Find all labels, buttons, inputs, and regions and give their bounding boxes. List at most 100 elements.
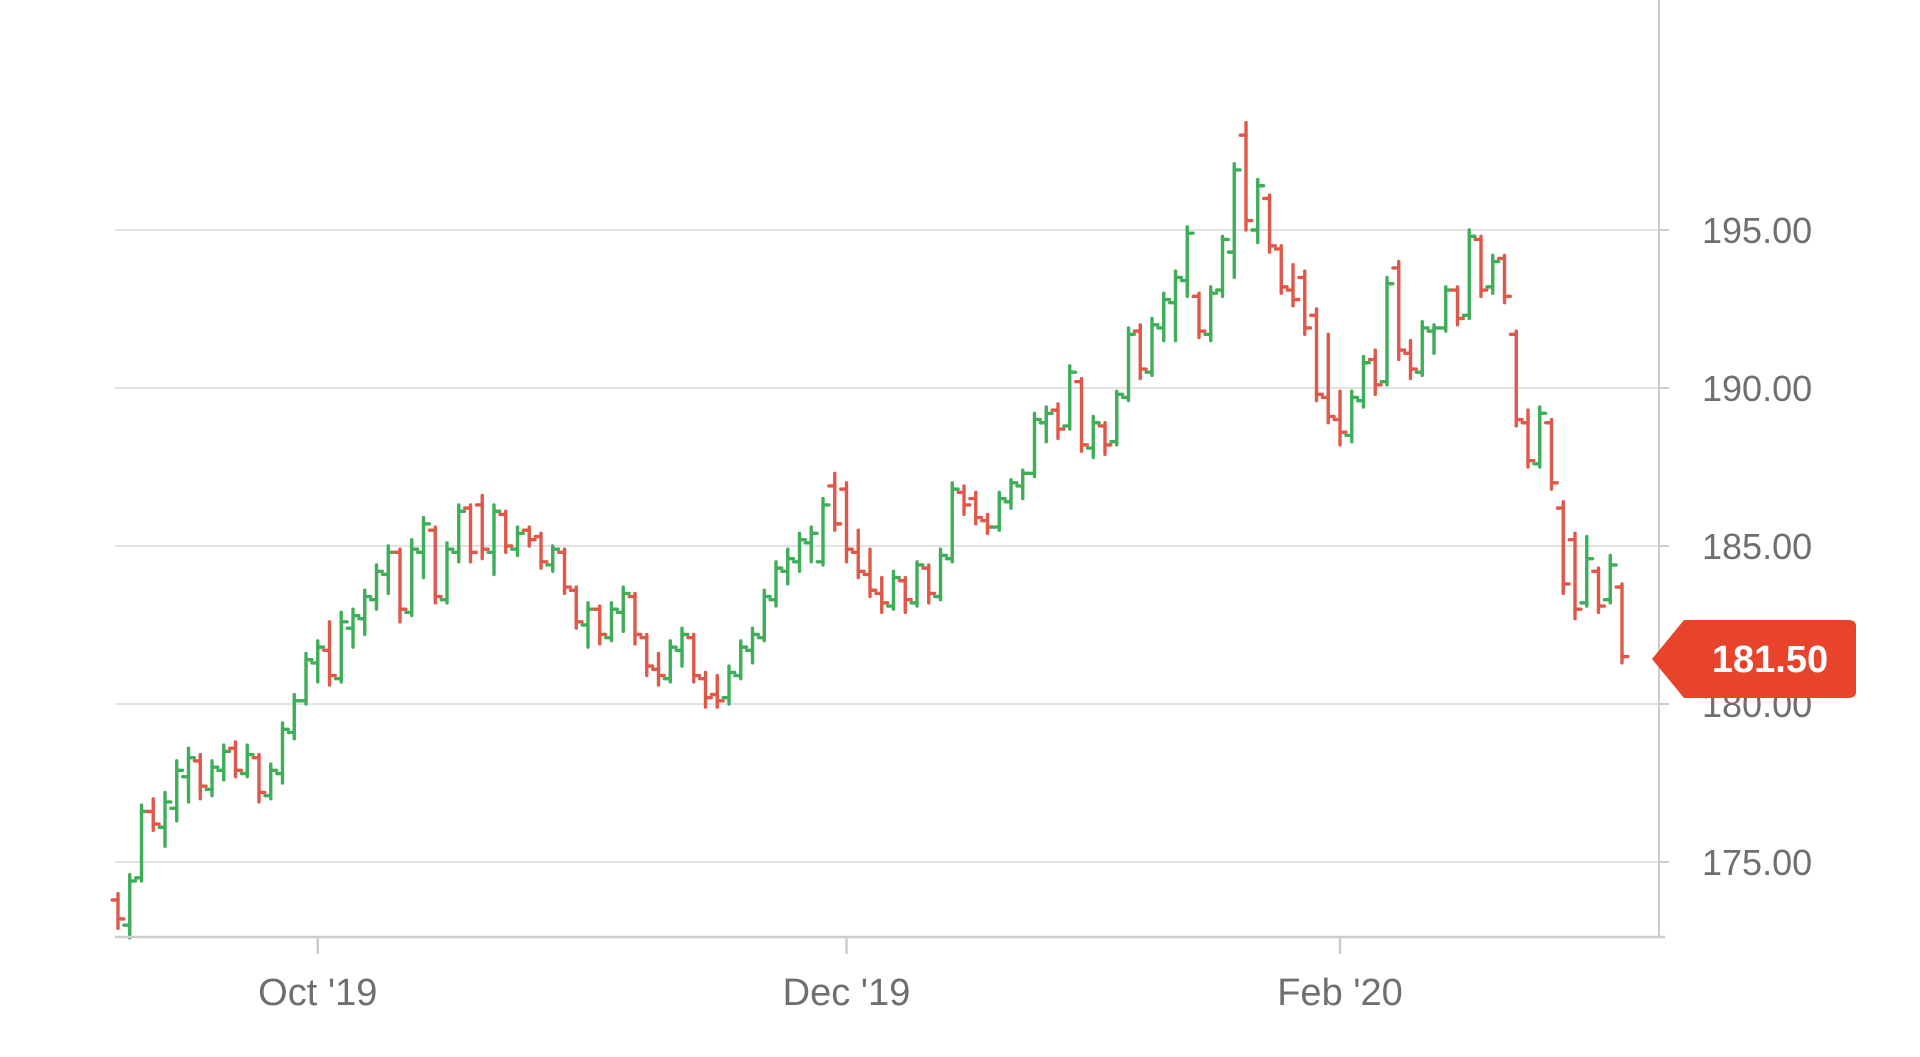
- ohlc-bar: [204, 759, 220, 798]
- ohlc-bar: [192, 752, 208, 801]
- ohlc-bar: [486, 503, 502, 577]
- ohlc-bar: [921, 563, 937, 605]
- ohlc-bar: [674, 626, 690, 668]
- ohlc-bar: [815, 496, 831, 567]
- ohlc-bar: [251, 752, 267, 804]
- ohlc-bar: [404, 537, 420, 618]
- last-price-badge: 181.50: [1652, 620, 1856, 698]
- ohlc-bar: [545, 544, 561, 573]
- ohlc-bar: [145, 797, 161, 833]
- ohlc-bar: [1332, 389, 1348, 447]
- ohlc-bar: [157, 790, 173, 848]
- ohlc-bar: [850, 528, 866, 580]
- ohlc-bar: [392, 547, 408, 624]
- ohlc-bar: [1015, 468, 1031, 501]
- ohlc-bar: [1602, 553, 1618, 605]
- y-axis-label: 175.00: [1702, 842, 1812, 883]
- ohlc-bar: [745, 626, 760, 665]
- ohlc-bar: [275, 721, 290, 785]
- ohlc-bar: [698, 670, 713, 709]
- ohlc-bar: [1273, 244, 1289, 295]
- ohlc-bar: [968, 490, 984, 526]
- ohlc-bar: [439, 541, 455, 605]
- ohlc-bar: [1261, 193, 1278, 254]
- ohlc-bar: [886, 569, 901, 611]
- ohlc-bar: [216, 743, 232, 782]
- ohlc-bar: [463, 503, 478, 564]
- ohlc-bar: [369, 563, 384, 611]
- ohlc-bar: [533, 531, 549, 570]
- ohlc-bar: [286, 692, 302, 741]
- last-price-label: 181.50: [1712, 639, 1828, 681]
- ohlc-bar: [1532, 405, 1548, 469]
- ohlc-bar: [1238, 120, 1254, 232]
- ohlc-bar: [944, 481, 960, 564]
- ohlc-bar: [122, 872, 138, 940]
- ohlc-bar: [709, 673, 725, 709]
- ohlc-bar: [451, 503, 467, 564]
- ohlc-bar: [897, 575, 913, 615]
- ohlc-bar: [1062, 364, 1078, 431]
- x-axis-label: Oct '19: [258, 972, 377, 1014]
- ohlc-bar: [568, 585, 584, 630]
- ohlc-bar: [322, 620, 337, 687]
- ohlc-bar: [1203, 285, 1219, 343]
- ohlc-bar: [1520, 408, 1536, 469]
- ohlc-bar: [991, 490, 1007, 532]
- ohlc-bar: [1144, 316, 1160, 378]
- ohlc-bar: [1214, 234, 1231, 299]
- ohlc-bar: [768, 560, 784, 608]
- ohlc-bar: [310, 639, 326, 684]
- x-axis-label: Feb '20: [1277, 972, 1403, 1014]
- ohlc-bar: [1026, 411, 1043, 479]
- ohlc-bar: [862, 547, 878, 599]
- ohlc-bar: [180, 746, 197, 804]
- x-axis-label: Dec '19: [783, 972, 911, 1014]
- gridlines: [115, 229, 1659, 863]
- ohlc-bar: [1461, 228, 1477, 321]
- price-badge-arrow: [1652, 620, 1856, 698]
- ohlc-bar: [1414, 319, 1430, 378]
- ohlc-bar: [1050, 402, 1066, 441]
- ohlc-bar: [474, 493, 490, 561]
- ohlc-bar: [721, 664, 737, 706]
- ohlc-bar: [1355, 354, 1372, 409]
- ohlc-bar: [263, 762, 279, 801]
- ohlc-bar: [592, 604, 608, 646]
- ohlc-bar: [933, 547, 948, 602]
- ohlc-bar: [733, 639, 749, 681]
- ohlc-bar: [1167, 269, 1184, 343]
- ohlc-bar: [615, 585, 631, 634]
- ohlc-bar: [1367, 348, 1383, 397]
- ohlc-bar: [1567, 531, 1583, 621]
- ohlc-bar: [239, 743, 255, 779]
- ohlc-bar: [792, 531, 807, 573]
- ohlc-bar: [380, 544, 396, 596]
- ohlc-bar: [521, 525, 537, 548]
- y-axis-label: 185.00: [1702, 526, 1812, 567]
- ohlc-bar: [639, 632, 655, 678]
- y-axis-label: 190.00: [1702, 368, 1812, 409]
- ohlc-bar: [333, 610, 349, 684]
- ohlc-bar: [1485, 253, 1501, 295]
- ohlc-bar: [1250, 177, 1266, 245]
- ohlc-bar: [1085, 414, 1101, 460]
- ohlc-bar: [357, 588, 373, 637]
- ohlc-bar: [686, 632, 702, 684]
- ohlc-bar: [1297, 269, 1313, 336]
- axes: [115, 0, 1669, 954]
- ohlc-bar: [651, 651, 666, 687]
- ohlc-bar: [1038, 405, 1054, 444]
- ohlc-bar: [780, 547, 796, 586]
- ohlc-bar: [1073, 376, 1090, 453]
- ohlc-bar: [1097, 421, 1113, 457]
- ohlc-bar: [827, 471, 843, 532]
- ohlc-bar: [1614, 582, 1630, 665]
- ohlc-bar: [580, 601, 596, 649]
- ohlc-bar: [1590, 566, 1607, 615]
- ohlc-bars: [110, 120, 1630, 940]
- ohlc-bar: [498, 509, 514, 555]
